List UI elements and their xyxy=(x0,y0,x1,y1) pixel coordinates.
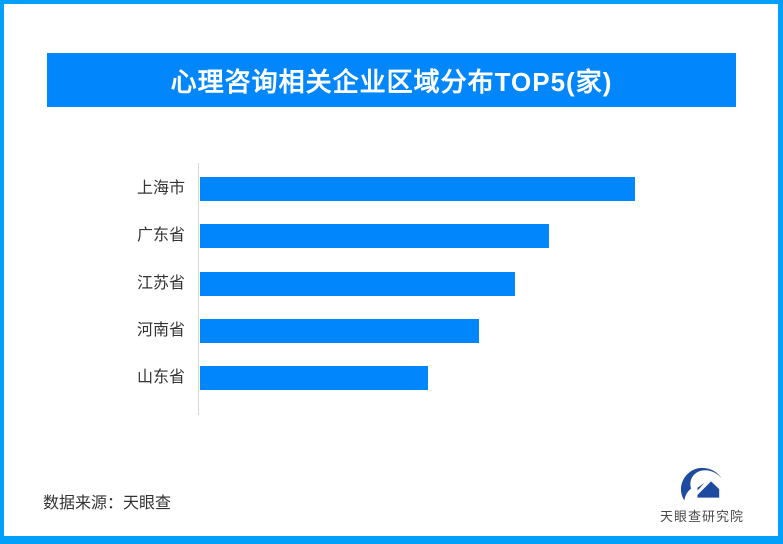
bar-row: 广东省 xyxy=(0,224,783,248)
logo-text: 天眼查研究院 xyxy=(659,509,744,524)
bar-row: 江苏省 xyxy=(0,272,783,296)
category-label: 广东省 xyxy=(136,227,185,244)
category-label: 山东省 xyxy=(136,369,185,386)
tianyancha-logo: 天眼查研究院 xyxy=(650,466,754,525)
y-axis-line xyxy=(198,163,199,415)
category-label: 上海市 xyxy=(136,180,185,197)
bar xyxy=(200,319,479,343)
bar xyxy=(200,272,515,296)
bar xyxy=(200,224,549,248)
border-left xyxy=(0,0,4,544)
tianyancha-swoosh-house-icon xyxy=(680,467,722,501)
category-label: 河南省 xyxy=(136,322,185,339)
bar xyxy=(200,366,428,390)
bar-row: 山东省 xyxy=(0,366,783,390)
border-top xyxy=(0,0,783,4)
bar-row: 河南省 xyxy=(0,319,783,343)
chart-title: 心理咨询相关企业区域分布TOP5(家) xyxy=(170,66,613,97)
border-right xyxy=(778,0,783,544)
bar-row: 上海市 xyxy=(0,177,783,201)
category-label: 江苏省 xyxy=(136,275,185,292)
chart-title-banner: 心理咨询相关企业区域分布TOP5(家) xyxy=(47,53,736,107)
bar xyxy=(200,177,635,201)
data-source-text: 数据来源：天眼查 xyxy=(43,495,172,512)
border-bottom xyxy=(0,536,783,544)
